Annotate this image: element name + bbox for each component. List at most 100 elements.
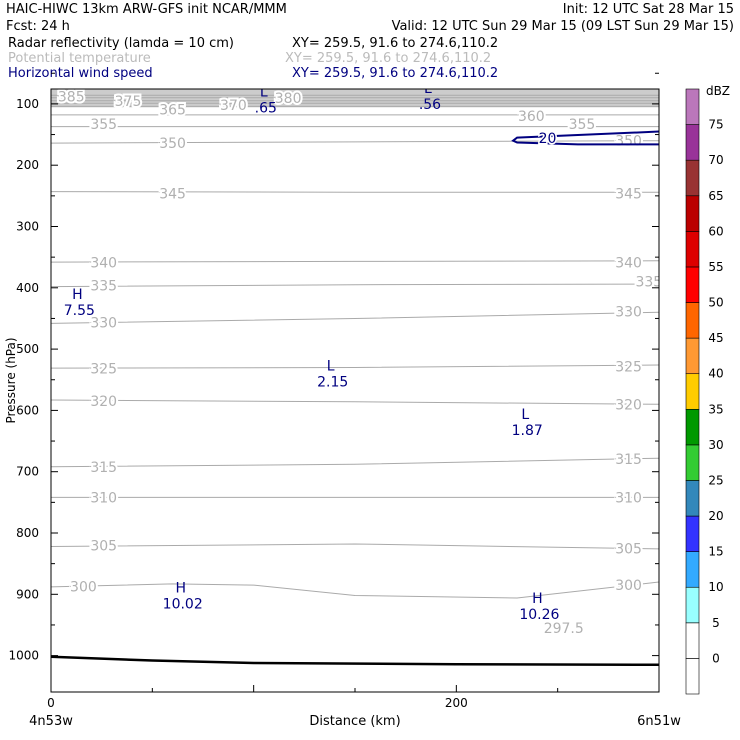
y-tick-label: 800	[16, 526, 39, 540]
theta-label: 330	[615, 305, 642, 321]
colorbar-level: 55	[708, 260, 723, 274]
colorbar-swatch	[685, 622, 700, 659]
extremum-value: 10.02	[163, 596, 203, 612]
colorbar-swatch	[685, 658, 700, 695]
theta-label: 380	[275, 91, 302, 107]
x-tick-label: 200	[445, 696, 468, 710]
header-init: Init: 12 UTC Sat 28 Mar 15	[563, 2, 734, 17]
colorbar-level: 20	[708, 509, 723, 523]
theta-label: 385	[58, 90, 85, 106]
colorbar-swatch	[685, 480, 700, 517]
colorbar-level: 10	[708, 580, 723, 594]
theta-label: 300	[70, 579, 97, 595]
colorbar-level: 65	[708, 189, 723, 203]
extremum-value: 10.26	[519, 607, 559, 623]
field-reflectivity-name: Radar reflectivity (lamda = 10 cm)	[8, 36, 234, 51]
colorbar-level: 25	[708, 473, 723, 487]
theta-label: 350	[615, 134, 642, 150]
theta-label: 315	[90, 460, 117, 476]
colorbar-swatch	[685, 373, 700, 410]
y-tick-label: 400	[16, 281, 39, 295]
theta-label: 310	[615, 490, 642, 506]
x-tick-label: 0	[47, 696, 55, 710]
colorbar-unit: dBZ	[706, 84, 730, 98]
extremum-value: 1.87	[512, 423, 543, 439]
theta-label: 335	[90, 278, 117, 294]
colorbar-swatch	[685, 444, 700, 481]
y-tick-label: 100	[16, 97, 39, 111]
x-left-location: 4n53w	[29, 714, 73, 729]
plot-frame	[50, 88, 660, 693]
y-tick-label: 900	[16, 587, 39, 601]
header-title: HAIC-HIWC 13km ARW-GFS init NCAR/MMM	[6, 2, 287, 17]
colorbar-level: 30	[708, 438, 723, 452]
colorbar-level: 35	[708, 402, 723, 416]
low-marker: L	[521, 407, 529, 423]
theta-label: 305	[90, 538, 117, 554]
header-forecast: Fcst: 24 h	[6, 19, 70, 34]
theta-label: 340	[615, 256, 642, 272]
theta-contour-300	[51, 581, 659, 599]
theta-label: 310	[90, 490, 117, 506]
colorbar-level: 50	[708, 296, 723, 310]
wind-label: 20	[539, 131, 557, 147]
colorbar-level: 5	[712, 616, 720, 630]
theta-contour-315	[51, 457, 659, 468]
theta-contour-345	[51, 191, 659, 193]
field-theta-name: Potential temperature	[8, 51, 151, 66]
extremum-value: .56	[419, 97, 441, 113]
theta-contour-305	[51, 543, 659, 550]
colorbar-level: 60	[708, 224, 723, 238]
colorbar-swatch	[685, 408, 700, 446]
colorbar-level: 45	[708, 331, 723, 345]
wind-contour-20	[511, 130, 659, 146]
low-marker: L	[260, 85, 268, 101]
colorbar-swatch	[685, 586, 700, 624]
cross-section-plot: 385 375 365 370 380 360 355 355 350 350 345 345 340 3…	[4, 72, 681, 729]
theta-contour-320	[51, 399, 659, 405]
colorbar-level: 0	[712, 651, 720, 665]
colorbar-swatch	[685, 337, 700, 375]
field-wind-name: Horizontal wind speed	[8, 66, 153, 81]
high-marker: H	[175, 580, 186, 596]
field-theta-xy: XY= 259.5, 91.6 to 274.6,110.2	[285, 51, 491, 66]
colorbar-level: 70	[708, 153, 723, 167]
x-right-location: 6n51w	[637, 714, 681, 729]
theta-label: 345	[159, 186, 186, 202]
low-marker: L	[424, 81, 432, 97]
field-wind-xy: XY= 259.5, 91.6 to 274.6,110.2	[292, 66, 498, 81]
colorbar-swatch	[685, 231, 700, 268]
theta-label: 375	[115, 94, 142, 110]
field-reflectivity-xy: XY= 259.5, 91.6 to 274.6,110.2	[292, 36, 498, 51]
x-axis-label: Distance (km)	[309, 714, 400, 729]
y-axis-label: Pressure (hPa)	[4, 337, 18, 423]
colorbar-level: 75	[708, 118, 723, 132]
low-marker: L	[327, 359, 335, 375]
colorbar-swatch	[685, 515, 700, 552]
high-marker: H	[532, 591, 543, 607]
y-tick-label: 500	[16, 342, 39, 356]
colorbar-swatch	[685, 195, 700, 232]
plot-inner: 385 375 365 370 380 360 355 355 350 350 345 345 340 3…	[51, 81, 659, 667]
theta-label: 320	[90, 394, 117, 410]
theta-label: 305	[615, 541, 642, 557]
theta-label: 355	[569, 117, 596, 133]
colorbar-level: 40	[708, 367, 723, 381]
colorbar-swatch	[685, 159, 700, 197]
header-valid: Valid: 12 UTC Sun 29 Mar 15 (09 LST Sun …	[392, 19, 734, 34]
theta-label: 300	[615, 578, 642, 594]
colorbar-swatch	[685, 124, 700, 161]
ground-surface	[51, 655, 659, 667]
theta-label: 360	[518, 109, 545, 125]
colorbar-level: 15	[708, 545, 723, 559]
colorbar-swatch	[685, 266, 700, 303]
extremum-value: .65	[255, 101, 277, 117]
theta-contour-340	[51, 260, 659, 263]
theta-label: 315	[615, 452, 642, 468]
theta-label: 365	[159, 102, 186, 118]
colorbar-swatch	[685, 302, 700, 339]
theta-label: 355	[90, 117, 117, 133]
theta-label: 350	[159, 136, 186, 152]
theta-label: 325	[90, 362, 117, 378]
